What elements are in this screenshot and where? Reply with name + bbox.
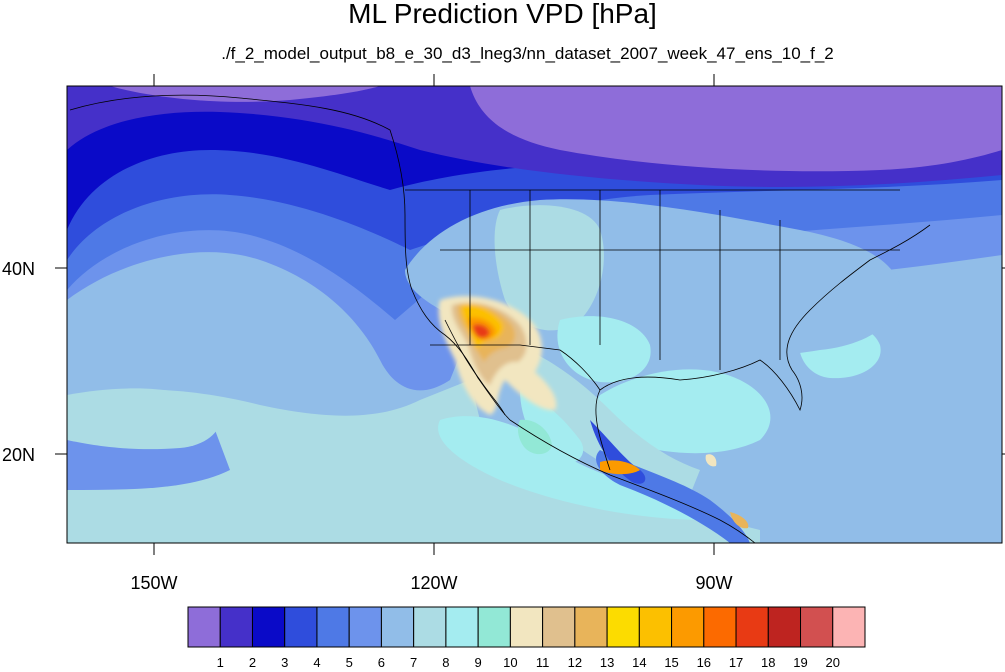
colorbar-label-9: 9 xyxy=(475,655,482,670)
vpd-field xyxy=(67,86,1002,543)
field-mexico-interior xyxy=(520,390,584,464)
field-gulf-alaska-violet xyxy=(110,86,380,102)
colorbar-swatch-9 xyxy=(445,606,479,648)
southwest-hotspot xyxy=(438,296,557,415)
colorbar-swatch-5 xyxy=(316,606,350,648)
colorbar-label-18: 18 xyxy=(761,655,775,670)
coastline-north-america-west xyxy=(69,94,756,543)
colorbar-label-15: 15 xyxy=(664,655,678,670)
border-states-1 xyxy=(440,190,900,370)
colorbar-swatch-17 xyxy=(703,606,737,648)
colorbar-swatch-8 xyxy=(413,606,447,648)
colorbar-swatch-4 xyxy=(284,606,318,648)
field-mexico-green xyxy=(517,419,552,455)
field-pacific-cyan xyxy=(438,416,705,520)
colorbar-label-6: 6 xyxy=(378,655,385,670)
colorbar-label-14: 14 xyxy=(632,655,646,670)
colorbar-swatch-7 xyxy=(380,606,415,648)
colorbar-label-5: 5 xyxy=(346,655,353,670)
colorbar-swatch-19 xyxy=(767,606,802,648)
colorbar: 1 2 3 4 5 6 7 8 9 10 11 12 13 14 15 16 17 18 19 20 xyxy=(187,606,866,670)
lat-tick-labels: 40N 20N xyxy=(2,259,35,465)
colorbar-label-17: 17 xyxy=(729,655,743,670)
coastline-gulf-coast xyxy=(595,359,803,471)
field-gulf-cyan xyxy=(595,369,771,454)
colorbar-swatch-14 xyxy=(606,606,640,648)
colorbar-swatch-20 xyxy=(800,606,834,648)
colorbar-label-16: 16 xyxy=(697,655,711,670)
colorbar-label-19: 19 xyxy=(793,655,807,670)
colorbar-swatch-15 xyxy=(638,606,673,648)
colorbar-swatch-11 xyxy=(509,606,544,648)
colorbar-label-3: 3 xyxy=(281,655,288,670)
colorbar-label-12: 12 xyxy=(568,655,582,670)
coastline-east xyxy=(786,224,931,371)
colorbar-swatch-16 xyxy=(671,606,705,648)
colorbar-swatch-1 xyxy=(187,606,221,648)
field-texas-cyan xyxy=(557,316,651,383)
coastlines xyxy=(69,94,931,543)
field-hawaii-patch xyxy=(67,388,221,450)
colorbar-label-20: 20 xyxy=(826,655,840,670)
colorbar-label-7: 7 xyxy=(410,655,417,670)
lon-label-150w: 150W xyxy=(130,573,177,593)
coastline-baja xyxy=(444,319,506,416)
lat-label-40n: 40N xyxy=(2,259,35,279)
colorbar-label-4: 4 xyxy=(313,655,320,670)
figure-title: ML Prediction VPD [hPa] xyxy=(348,0,657,29)
field-gulf-beige-speck xyxy=(705,454,717,467)
field-plains-lighter xyxy=(494,205,604,331)
colorbar-swatch-6 xyxy=(348,606,382,648)
figure-subtitle: ./f_2_model_output_b8_e_30_d3_lneg3/nn_d… xyxy=(221,44,834,63)
map-frame xyxy=(66,85,1003,544)
field-mexico-highland xyxy=(500,340,700,495)
map-ticks xyxy=(55,74,1005,555)
colorbar-swatch-21 xyxy=(832,606,866,648)
lon-tick-labels: 150W 120W 90W xyxy=(130,573,732,593)
colorbar-label-2: 2 xyxy=(249,655,256,670)
field-guatemala-patch xyxy=(730,512,749,529)
lon-label-120w: 120W xyxy=(410,573,457,593)
colorbar-swatch-12 xyxy=(542,606,576,648)
lat-label-20n: 20N xyxy=(2,445,35,465)
colorbar-swatch-18 xyxy=(735,606,769,648)
colorbar-label-1: 1 xyxy=(217,655,224,670)
colorbar-swatch-10 xyxy=(477,606,511,648)
colorbar-label-10: 10 xyxy=(503,655,517,670)
field-isthmus-orange xyxy=(600,460,640,475)
colorbar-swatch-3 xyxy=(251,606,286,648)
colorbar-swatch-13 xyxy=(574,606,608,648)
colorbar-swatch-2 xyxy=(219,606,253,648)
colorbar-label-8: 8 xyxy=(442,655,449,670)
field-sw-red xyxy=(472,324,490,339)
colorbar-label-13: 13 xyxy=(600,655,614,670)
border-us-mexico xyxy=(430,344,601,391)
field-canada-violet xyxy=(470,86,1002,172)
colorbar-label-11: 11 xyxy=(536,655,550,670)
lon-label-90w: 90W xyxy=(695,573,732,593)
